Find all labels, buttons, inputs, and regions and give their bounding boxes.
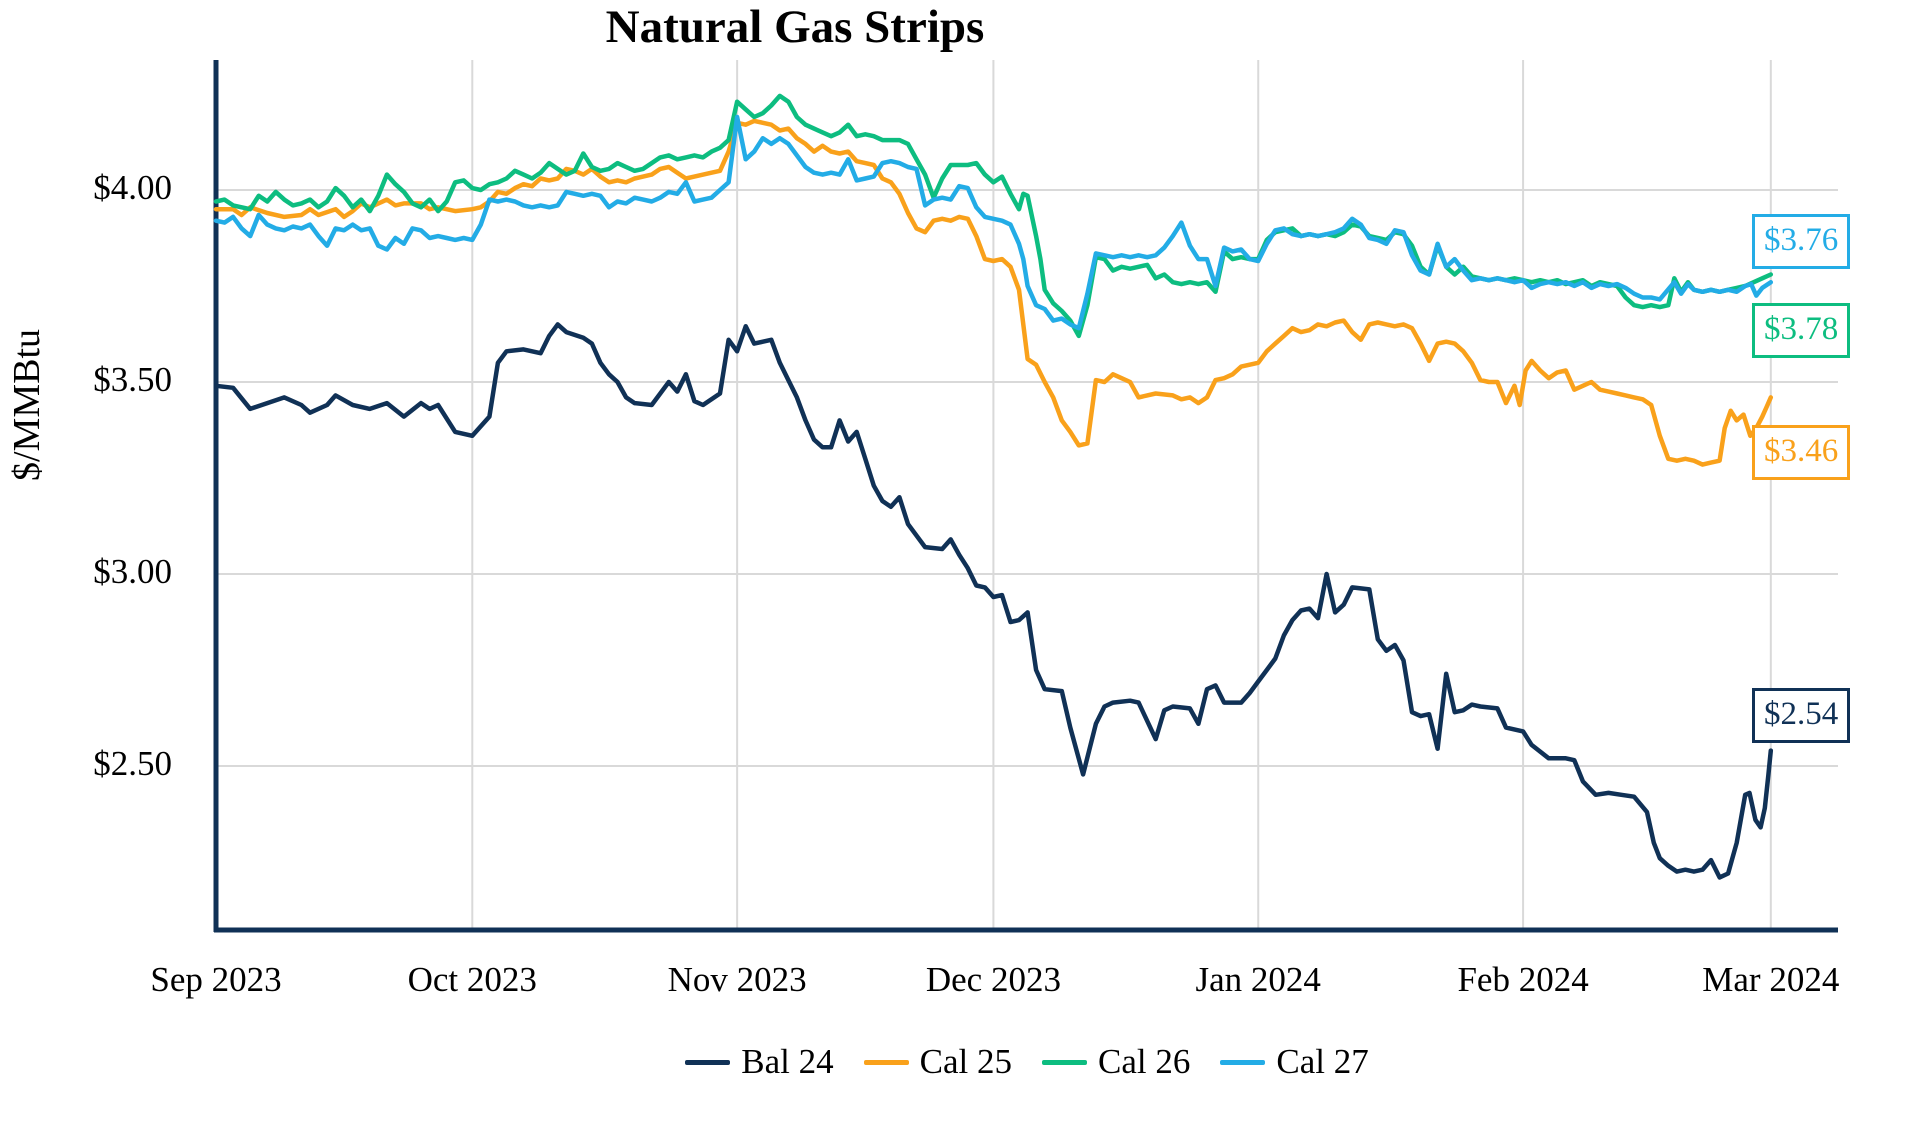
legend-label-bal24: Bal 24: [741, 1042, 834, 1081]
x-tick-label: Jan 2024: [1195, 960, 1321, 999]
legend-item-cal27: Cal 27: [1220, 1042, 1369, 1082]
y-tick-label: $3.50: [93, 360, 172, 399]
end-label-cal27: $3.76: [1752, 214, 1851, 269]
legend-label-cal25: Cal 25: [919, 1042, 1012, 1081]
axes: [213, 60, 1838, 933]
cal26-line-swatch-icon: [1042, 1059, 1087, 1065]
series-lines: [213, 93, 1774, 880]
x-tick-label: Sep 2023: [150, 960, 282, 999]
y-tick-label: $2.50: [93, 744, 172, 783]
x-tick-label: Mar 2024: [1702, 960, 1840, 999]
cal25-line-swatch-icon: [863, 1059, 909, 1065]
end-label-cal26: $3.78: [1752, 303, 1851, 358]
y-tick-label: $4.00: [93, 168, 172, 207]
series-line-cal27: [213, 114, 1774, 331]
y-tick-label: $3.00: [93, 552, 172, 591]
bal24-line-swatch-icon: [685, 1059, 731, 1065]
cal27-line-swatch-icon: [1220, 1059, 1266, 1065]
series-line-cal25: [213, 118, 1774, 467]
chart-title: Natural Gas Strips: [605, 1, 985, 53]
legend-item-cal26: Cal 26: [1042, 1042, 1190, 1082]
legend-label-cal27: Cal 27: [1276, 1042, 1369, 1081]
end-label-cal25: $3.46: [1752, 425, 1851, 480]
legend-item-bal24: Bal 24: [685, 1042, 834, 1082]
x-tick-label: Nov 2023: [667, 960, 807, 999]
x-tick-label: Dec 2023: [925, 960, 1061, 999]
x-tick-label: Oct 2023: [407, 960, 537, 999]
legend-label-cal26: Cal 26: [1098, 1042, 1191, 1081]
series-line-bal24: [213, 322, 1774, 880]
legend-item-cal25: Cal 25: [863, 1042, 1012, 1082]
gridlines: [216, 60, 1838, 930]
x-tick-label: Feb 2024: [1457, 960, 1589, 999]
legend: Bal 24 Cal 25 Cal 26 Cal 27: [216, 1042, 1838, 1082]
end-label-bal24: $2.54: [1752, 688, 1851, 743]
